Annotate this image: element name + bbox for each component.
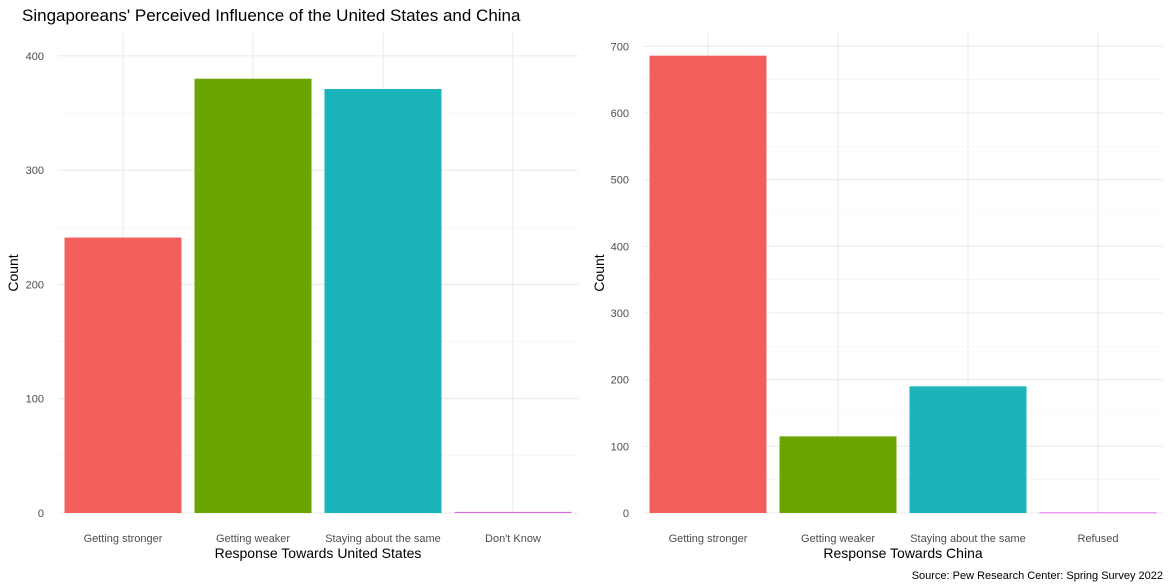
y-tick-label: 600 [611, 108, 629, 120]
y-tick-label: 500 [611, 175, 629, 187]
y-tick-label: 700 [611, 41, 629, 53]
bar [649, 55, 767, 514]
y-tick-label: 200 [26, 279, 44, 291]
bars [64, 78, 572, 514]
y-tick-label: 100 [26, 394, 44, 406]
y-tick-label: 100 [611, 441, 629, 453]
x-tick-label: Refused [1078, 533, 1119, 545]
x-tick-label: Staying about the same [325, 533, 441, 545]
bar [454, 511, 572, 513]
y-tick-label: 400 [26, 51, 44, 63]
bars [649, 55, 1157, 514]
x-tick-label: Getting stronger [84, 533, 163, 545]
x-axis-title: Response Towards United States [215, 545, 422, 561]
y-axis-title: Count [591, 254, 607, 291]
x-tick-label: Getting weaker [216, 533, 290, 545]
x-axis-title: Response Towards China [823, 545, 982, 561]
y-tick-label: 400 [611, 241, 629, 253]
bar [909, 386, 1027, 513]
y-tick-labels: 0 100 200 300 400 [26, 51, 44, 520]
y-axis-title: Count [5, 254, 21, 291]
x-tick-label: Staying about the same [910, 533, 1026, 545]
x-tick-labels: Getting stronger Getting weaker Staying ab… [84, 533, 541, 545]
x-tick-label: Getting weaker [801, 533, 875, 545]
x-tick-label: Getting stronger [669, 533, 748, 545]
y-tick-label: 0 [623, 508, 629, 520]
source-caption: Source: Pew Research Center: Spring Surv… [912, 570, 1163, 582]
x-tick-labels: Getting stronger Getting weaker Staying ab… [669, 533, 1119, 545]
chart-title: Singaporeans' Perceived Influence of the… [22, 6, 521, 25]
panel-united-states: 0 100 200 300 400 Getting stronger Getting we… [5, 33, 578, 561]
bar [64, 237, 182, 514]
y-tick-label: 200 [611, 375, 629, 387]
x-tick-label: Don't Know [485, 533, 541, 545]
bar [1039, 512, 1157, 514]
y-tick-label: 300 [611, 308, 629, 320]
y-tick-label: 300 [26, 165, 44, 177]
bar [779, 436, 897, 513]
y-tick-label: 0 [38, 508, 44, 520]
bar [324, 89, 442, 513]
bar [194, 78, 312, 513]
y-tick-labels: 0 100 200 300 400 500 600 700 [611, 41, 629, 520]
